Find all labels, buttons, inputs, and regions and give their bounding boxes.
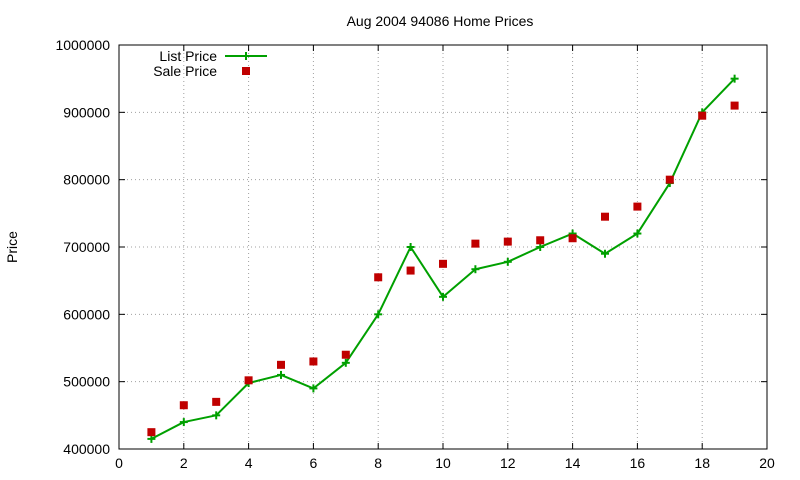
list-price-point (309, 384, 318, 393)
y-tick-label: 1000000 (55, 37, 110, 53)
list-price-point (277, 370, 285, 379)
y-tick-label: 700000 (63, 239, 110, 255)
sale-price-point (277, 360, 285, 369)
list-price-point (147, 434, 156, 443)
series-layer (147, 74, 739, 443)
chart-title: Aug 2004 94086 Home Prices (347, 13, 534, 29)
sale-price-point (147, 428, 156, 437)
list-price-point (471, 265, 480, 274)
grid-layer (119, 45, 767, 449)
sale-price-point (179, 401, 188, 410)
sale-price-point (536, 236, 545, 245)
y-tick-label: 500000 (63, 374, 110, 390)
sale-price-point (730, 101, 739, 110)
x-tick-label: 4 (245, 455, 253, 471)
list-price-point (341, 358, 350, 367)
x-tick-label: 16 (630, 455, 646, 471)
sale-price-point (568, 234, 577, 243)
sale-price-point (698, 111, 707, 120)
x-tick-label: 12 (500, 455, 516, 471)
sale-price-point (633, 202, 642, 211)
x-tick-label: 0 (115, 455, 123, 471)
x-tick-label: 14 (565, 455, 581, 471)
legend-marker-list-price (242, 52, 250, 60)
x-tick-label: 6 (310, 455, 318, 471)
list-price-point (179, 418, 188, 427)
y-tick-label: 600000 (63, 306, 110, 322)
sale-price-point (212, 397, 221, 406)
sale-price-point (439, 259, 447, 268)
sale-price-point (471, 239, 480, 248)
sale-price-point (341, 350, 350, 359)
x-tick-label: 18 (694, 455, 710, 471)
legend-marker-sale-price (242, 67, 250, 75)
list-price-point (439, 292, 447, 301)
x-tick-label: 10 (435, 455, 451, 471)
sale-price-point (601, 212, 609, 221)
sale-price-point (665, 175, 674, 184)
sale-price-point (244, 376, 253, 385)
y-axis-label: Price (4, 231, 20, 263)
list-price-point (374, 310, 383, 319)
list-price-point (633, 229, 642, 238)
x-tick-label: 8 (374, 455, 382, 471)
axis-layer: 0 2 4 6 8 10 12 14 16 18 20 400000 500000 600000 70000… (55, 37, 775, 471)
legend-plus-marker (242, 52, 250, 60)
x-tick-label: 2 (180, 455, 188, 471)
list-price-point (601, 249, 609, 258)
list-price-point (536, 243, 545, 251)
sale-price-point (406, 266, 415, 275)
legend: List Price Sale Price (153, 48, 267, 79)
list-price-point (212, 411, 221, 420)
legend-square-marker (242, 67, 250, 75)
legend-label-sale-price: Sale Price (153, 63, 217, 79)
sale-price-point (309, 357, 318, 366)
y-tick-label: 900000 (63, 104, 110, 120)
y-tick-label: 800000 (63, 172, 110, 188)
legend-label-list-price: List Price (159, 48, 217, 64)
list-price-line (150, 77, 736, 440)
sale-price-point (503, 237, 512, 246)
list-price-point (503, 257, 512, 266)
list-price-point (406, 243, 415, 251)
sale-price-point (374, 273, 383, 282)
list-price-point (730, 74, 739, 83)
x-tick-label: 20 (759, 455, 775, 471)
y-tick-label: 400000 (63, 441, 110, 457)
